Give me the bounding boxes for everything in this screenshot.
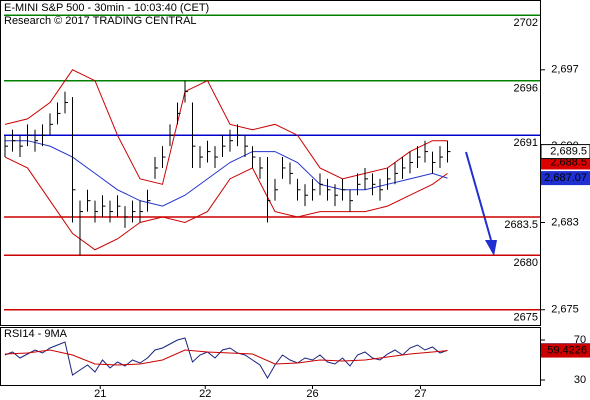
rsi-title: RSI14 - 9MA xyxy=(4,328,68,340)
x-tick-label: 21 xyxy=(94,388,106,400)
chart-subtitle: Research © 2017 TRADING CENTRAL xyxy=(4,15,197,27)
y-tick-label: 70 xyxy=(574,334,586,346)
main-panel-frame xyxy=(0,0,541,326)
value-marker-label: 59.4226 xyxy=(547,344,587,356)
x-tick-label: 26 xyxy=(306,388,318,400)
price-marker xyxy=(541,171,590,186)
level-label: 2683.5 xyxy=(504,219,538,231)
indicator-line xyxy=(4,69,448,185)
value-marker xyxy=(541,343,590,358)
indicator-line xyxy=(4,349,448,366)
y-tick-label: 2,675 xyxy=(551,304,579,316)
x-tick-label: 22 xyxy=(199,388,211,400)
level-label: 2675 xyxy=(514,312,538,324)
y-tick-label: 30 xyxy=(574,374,586,386)
level-label: 2702 xyxy=(514,17,538,29)
chart-title: E-MINI S&P 500 - 30min - 10:03:40 (CET) xyxy=(4,2,209,14)
forecast-arrow xyxy=(465,151,497,256)
price-marker-label: 2,689.5 xyxy=(550,146,587,158)
level-label: 2680 xyxy=(514,257,538,269)
rsi-panel-frame xyxy=(0,327,541,386)
x-tick-label: 27 xyxy=(414,388,426,400)
price-marker-label: 2,687.07 xyxy=(544,172,587,184)
price-marker xyxy=(540,144,590,160)
level-label: 2691 xyxy=(514,137,538,149)
y-tick-label: 2,697 xyxy=(551,64,579,76)
price-marker-label: 2,688.5 xyxy=(550,156,587,168)
y-tick-label: 2,683 xyxy=(551,216,579,228)
level-label: 2696 xyxy=(514,83,538,95)
